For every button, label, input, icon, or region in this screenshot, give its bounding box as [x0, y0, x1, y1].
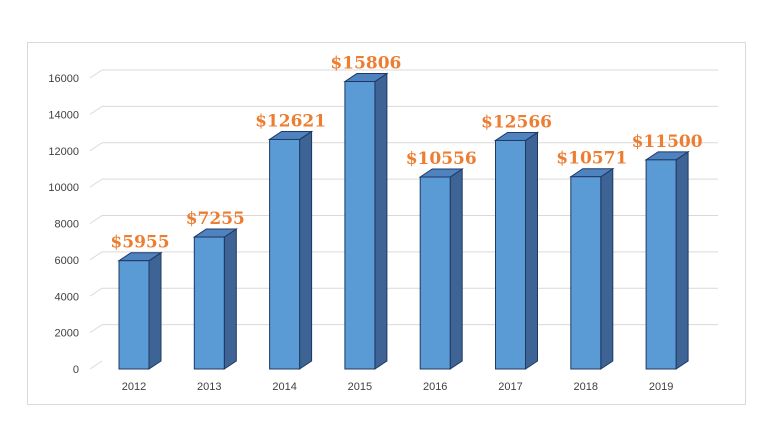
- bar-front: [645, 159, 677, 370]
- data-label: $10556: [406, 149, 477, 169]
- x-tick-label: 2015: [348, 381, 372, 393]
- x-tick-label: 2017: [498, 381, 522, 393]
- bar-side: [675, 150, 689, 370]
- data-label: $12566: [481, 112, 552, 132]
- gridlines: [89, 69, 718, 370]
- y-tick-label: 12000: [48, 146, 79, 158]
- x-tick-label: 2016: [423, 381, 447, 393]
- bar-side: [525, 131, 538, 370]
- bar-side: [148, 251, 162, 370]
- y-tick-label: 16000: [48, 73, 79, 85]
- bar-front: [193, 236, 225, 370]
- x-tick-label: 2014: [272, 381, 296, 393]
- bars: [117, 72, 690, 370]
- data-label: $7255: [186, 209, 245, 229]
- bar: [117, 251, 163, 370]
- gridline-diagonal: [89, 215, 103, 224]
- y-tick-label: 8000: [55, 219, 79, 231]
- x-tick-label: 2019: [649, 381, 673, 393]
- bar: [569, 167, 615, 370]
- gridline-diagonal: [89, 251, 103, 261]
- gridline-diagonal: [89, 178, 103, 188]
- data-label: $15806: [330, 54, 401, 74]
- bar: [267, 130, 314, 370]
- bar-side: [600, 167, 614, 370]
- data-label: $12621: [255, 111, 326, 131]
- x-tick-label: 2018: [574, 381, 598, 393]
- floor-diagonal: [89, 360, 103, 370]
- y-tick-label: 10000: [48, 182, 79, 194]
- bar-side: [299, 130, 313, 370]
- gridline-diagonal: [89, 105, 103, 115]
- bar-front: [570, 176, 602, 370]
- y-tick-label: 4000: [55, 291, 79, 303]
- gridline-diagonal: [89, 324, 103, 334]
- bar-side: [223, 228, 237, 370]
- bar-front: [495, 139, 526, 370]
- bar-side: [449, 168, 463, 370]
- bar-front: [344, 81, 376, 370]
- bar: [644, 150, 690, 370]
- data-labels: $5955 $7255 $12621 $15806 $10556$12566$10571…: [110, 54, 702, 253]
- y-tick-label: 2000: [55, 328, 79, 340]
- y-tick-label: 0: [73, 364, 79, 376]
- gridline-diagonal: [89, 142, 103, 152]
- bar: [493, 131, 540, 370]
- bar: [192, 228, 238, 370]
- y-axis-ticks: 0 2000 4000 6000 8000 10000 12000 14000 16000: [48, 73, 79, 376]
- gridline-diagonal: [89, 69, 103, 79]
- x-tick-label: 2013: [197, 381, 221, 393]
- data-label: $10571: [556, 149, 627, 169]
- bar: [343, 72, 389, 370]
- bar-front: [419, 176, 451, 370]
- bar-side: [374, 72, 388, 370]
- data-label: $5955: [110, 233, 169, 253]
- bar-front: [118, 260, 150, 370]
- bar-front: [269, 138, 301, 370]
- data-label: $11500: [632, 132, 703, 152]
- bar: [418, 168, 464, 370]
- x-tick-label: 2012: [122, 381, 146, 393]
- y-tick-label: 6000: [55, 255, 79, 267]
- x-axis-ticks: 2012 2013 2014 2015 2016 2017 2018 2019: [122, 381, 674, 393]
- gridline-diagonal: [89, 287, 103, 297]
- y-tick-label: 14000: [48, 109, 79, 121]
